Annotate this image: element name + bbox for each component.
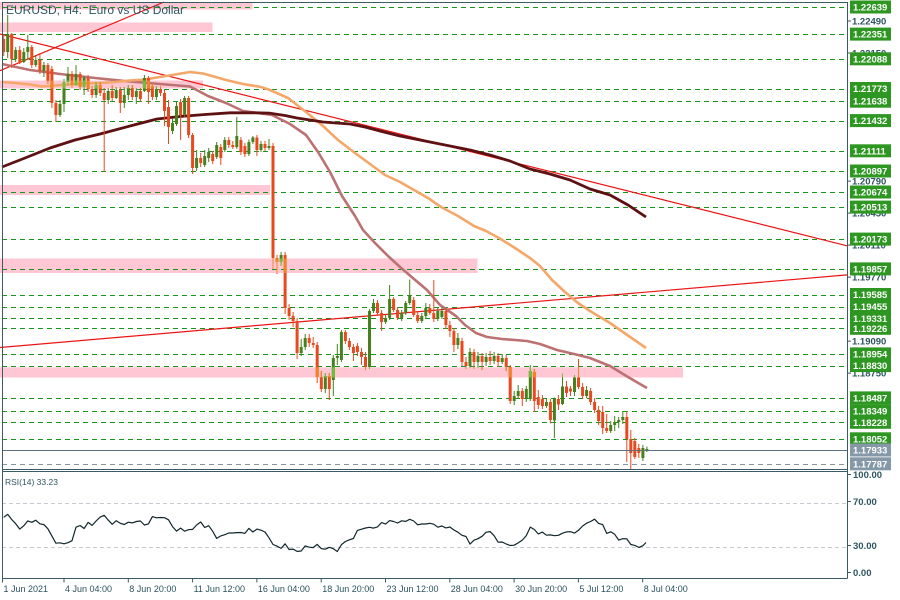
svg-text:RSI(14) 33.23: RSI(14) 33.23 [5, 477, 58, 487]
svg-text:1.21111: 1.21111 [853, 146, 886, 157]
svg-text:1.20513: 1.20513 [853, 203, 887, 214]
svg-text:1.21773: 1.21773 [853, 84, 887, 95]
svg-text:1.20790: 1.20790 [852, 177, 886, 188]
svg-text:1.22639: 1.22639 [853, 3, 887, 14]
svg-text:1.18349: 1.18349 [853, 406, 887, 417]
svg-text:1.18830: 1.18830 [853, 361, 887, 372]
svg-text:11 Jun 12:00: 11 Jun 12:00 [194, 584, 245, 594]
svg-text:4 Jun 04:00: 4 Jun 04:00 [65, 584, 112, 594]
svg-text:1.20110: 1.20110 [852, 241, 886, 252]
svg-text:1.21432: 1.21432 [853, 116, 887, 127]
svg-text:EURUSD, H4: Euro vs US Dollar: EURUSD, H4: Euro vs US Dollar [6, 3, 184, 17]
svg-text:0.00: 0.00 [853, 568, 872, 579]
svg-text:30.00: 30.00 [853, 541, 877, 552]
svg-text:1.19585: 1.19585 [853, 290, 888, 301]
svg-text:100.00: 100.00 [853, 470, 882, 481]
svg-text:1.22490: 1.22490 [852, 17, 886, 28]
svg-text:1.17787: 1.17787 [853, 459, 887, 470]
svg-text:1.19226: 1.19226 [853, 324, 887, 335]
svg-text:8 Jun 20:00: 8 Jun 20:00 [129, 584, 176, 594]
svg-text:70.00: 70.00 [853, 497, 877, 508]
svg-text:1.19770: 1.19770 [852, 273, 886, 284]
svg-text:1.19455: 1.19455 [853, 302, 888, 313]
svg-text:1.20897: 1.20897 [853, 167, 887, 178]
svg-text:1.17933: 1.17933 [853, 446, 887, 457]
svg-text:23 Jun 12:00: 23 Jun 12:00 [387, 584, 439, 594]
svg-text:1.19857: 1.19857 [853, 264, 887, 275]
svg-text:1.20450: 1.20450 [852, 209, 886, 220]
svg-text:28 Jun 04:00: 28 Jun 04:00 [451, 584, 503, 594]
svg-text:1.20674: 1.20674 [853, 188, 888, 199]
svg-text:1.19090: 1.19090 [852, 337, 886, 348]
svg-text:1 Jun 2021: 1 Jun 2021 [4, 584, 49, 594]
svg-text:1.18052: 1.18052 [853, 434, 887, 445]
svg-text:1.20173: 1.20173 [853, 235, 887, 246]
svg-text:5 Jul 12:00: 5 Jul 12:00 [579, 584, 623, 594]
svg-text:1.22351: 1.22351 [853, 30, 888, 41]
svg-text:1.18487: 1.18487 [853, 393, 887, 404]
svg-text:1.18750: 1.18750 [852, 369, 886, 380]
svg-text:16 Jun 04:00: 16 Jun 04:00 [258, 584, 310, 594]
svg-text:8 Jul 04:00: 8 Jul 04:00 [644, 584, 688, 594]
svg-text:1.22088: 1.22088 [853, 54, 887, 65]
svg-text:1.18228: 1.18228 [853, 418, 887, 429]
svg-text:30 Jun 20:00: 30 Jun 20:00 [515, 584, 567, 594]
svg-text:1.19331: 1.19331 [853, 314, 888, 325]
svg-text:1.18954: 1.18954 [853, 349, 888, 360]
svg-text:1.21638: 1.21638 [853, 97, 887, 108]
svg-text:18 Jun 20:00: 18 Jun 20:00 [322, 584, 374, 594]
